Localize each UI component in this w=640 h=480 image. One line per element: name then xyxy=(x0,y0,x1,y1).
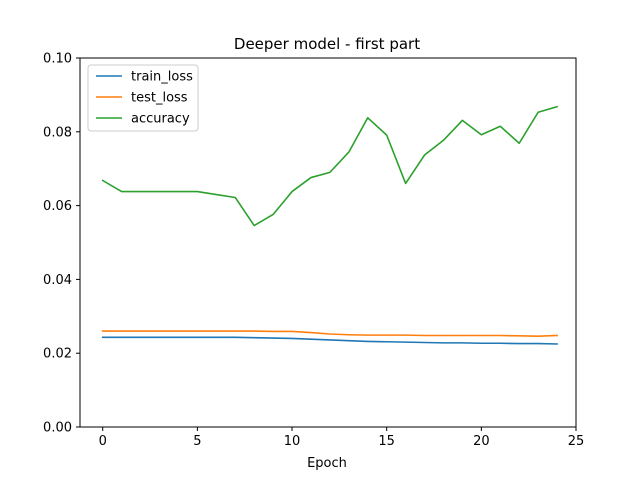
x-tick-label: 15 xyxy=(378,434,395,449)
x-tick-label: 20 xyxy=(473,434,490,449)
series-lines xyxy=(101,105,559,345)
x-axis-ticks: 0 5 10 15 20 25 xyxy=(99,427,585,449)
y-tick-label: 0.08 xyxy=(43,125,72,140)
legend-box xyxy=(87,64,199,132)
y-tick-label: 0.00 xyxy=(43,421,72,436)
y-axis-ticks: 0.00 0.02 0.04 0.06 0.08 0.10 xyxy=(43,52,80,436)
y-tick-label: 0.06 xyxy=(43,199,72,214)
legend-label-test_loss: test_loss xyxy=(131,91,188,106)
y-tick-label: 0.04 xyxy=(43,273,72,288)
legend: train_loss test_loss accuracy xyxy=(87,64,199,132)
x-axis-label: Epoch xyxy=(307,456,347,471)
plot-frame xyxy=(79,57,577,428)
x-tick-label: 5 xyxy=(193,434,201,449)
x-tick-label: 10 xyxy=(284,434,301,449)
series-line-accuracy xyxy=(101,105,559,227)
y-tick-label: 0.02 xyxy=(43,347,72,362)
series-line-test_loss xyxy=(101,330,558,338)
x-tick-label: 25 xyxy=(568,434,585,449)
series-line-train_loss xyxy=(101,336,558,345)
y-tick-label: 0.10 xyxy=(43,52,72,67)
x-tick-label: 0 xyxy=(99,434,107,449)
legend-label-train_loss: train_loss xyxy=(131,70,193,85)
chart-title: Deeper model - first part xyxy=(234,35,420,53)
legend-label-accuracy: accuracy xyxy=(131,112,190,127)
